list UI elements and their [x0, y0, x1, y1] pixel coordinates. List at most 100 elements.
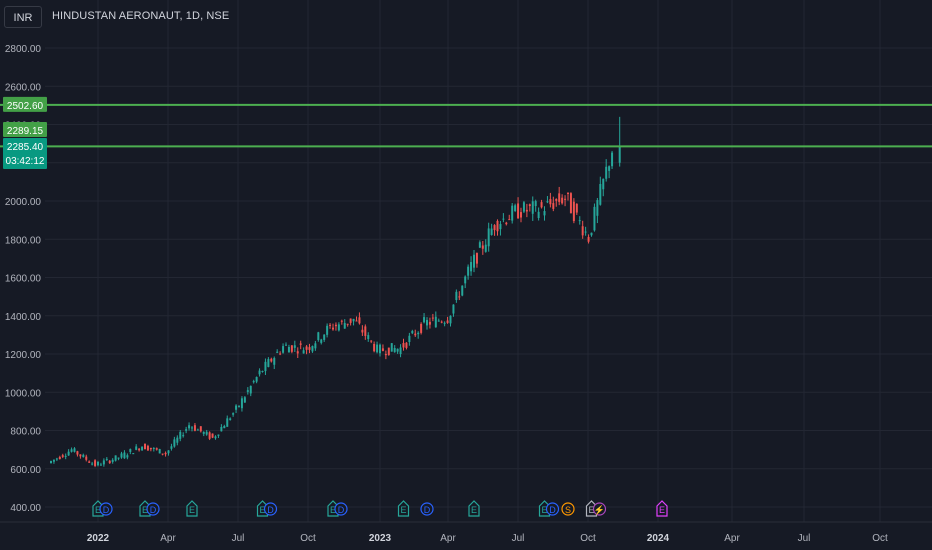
- candle-body: [67, 451, 70, 456]
- candle-body: [129, 449, 132, 452]
- candle-body: [58, 457, 61, 460]
- candle-body: [55, 458, 58, 460]
- candle-body: [217, 434, 220, 436]
- candle-body: [252, 381, 255, 383]
- candle-body: [367, 335, 370, 339]
- candle-body: [414, 333, 417, 336]
- candle-body: [581, 226, 584, 236]
- candle-body: [605, 166, 608, 179]
- event-marker[interactable]: [146, 502, 160, 516]
- candle-body: [417, 332, 420, 335]
- candle-body: [376, 344, 379, 353]
- event-marker[interactable]: [561, 502, 575, 516]
- candle-body: [599, 183, 602, 205]
- candle-body: [346, 323, 349, 325]
- candle-body: [305, 346, 308, 350]
- candle-body: [285, 344, 287, 346]
- candle-body: [578, 220, 581, 222]
- event-marker-label: D: [150, 505, 157, 515]
- candle-body: [249, 385, 252, 394]
- candle-body: [411, 330, 414, 334]
- candle-body: [196, 429, 199, 431]
- candle-body: [220, 426, 223, 432]
- y-tick-label: 1000.00: [5, 388, 42, 399]
- event-marker-label: E: [400, 505, 406, 515]
- event-marker-label: D: [549, 505, 556, 515]
- candle-body: [191, 427, 193, 429]
- candle-body: [61, 455, 64, 457]
- event-marker[interactable]: [99, 502, 113, 516]
- candle-body: [437, 320, 440, 322]
- candle-body: [431, 317, 434, 319]
- candle-body: [508, 219, 511, 221]
- y-tick-label: 2000.00: [5, 197, 42, 208]
- last-price-tag-bg: [3, 138, 47, 169]
- candle-body: [470, 262, 473, 272]
- candle-body: [569, 193, 572, 214]
- candle-body: [185, 429, 188, 431]
- candle-body: [402, 342, 405, 348]
- x-tick-label: Oct: [872, 533, 888, 544]
- candle-body: [343, 323, 346, 329]
- y-tick-label: 1200.00: [5, 350, 42, 361]
- event-marker[interactable]: [545, 502, 560, 516]
- candle-body: [408, 335, 411, 342]
- event-marker-label: E: [330, 505, 336, 515]
- currency-button[interactable]: INR: [4, 6, 42, 28]
- candle-body: [229, 418, 232, 420]
- candle-body: [493, 225, 496, 231]
- candle-body: [99, 464, 102, 466]
- candle-body: [334, 324, 337, 327]
- candle-body: [117, 457, 120, 459]
- candle-body: [176, 437, 179, 443]
- candle-body: [85, 456, 88, 460]
- candle-body: [379, 344, 381, 354]
- event-marker[interactable]: [656, 500, 668, 517]
- candle-body: [70, 449, 73, 452]
- x-tick-label: Oct: [300, 533, 316, 544]
- event-marker[interactable]: [334, 502, 348, 516]
- candle-body: [214, 436, 217, 439]
- event-marker[interactable]: [468, 500, 480, 517]
- candle-body: [132, 453, 135, 455]
- candle-body: [546, 201, 549, 203]
- candle-body: [76, 451, 79, 455]
- candle-body: [426, 320, 428, 326]
- event-marker-label: D: [267, 505, 274, 515]
- candle-body: [423, 317, 426, 323]
- event-marker[interactable]: [263, 502, 278, 516]
- candle-body: [602, 178, 605, 190]
- candle-body: [120, 453, 123, 458]
- event-marker[interactable]: [186, 500, 198, 517]
- candle-body: [199, 426, 202, 432]
- event-marker[interactable]: [397, 500, 410, 517]
- candle-body: [287, 346, 290, 353]
- candle-body: [358, 317, 361, 324]
- candle-body: [161, 453, 164, 455]
- candle-body: [88, 461, 91, 463]
- candle-body: [155, 448, 158, 450]
- candle-body: [238, 405, 240, 407]
- candle-body: [320, 339, 323, 343]
- candle-body: [349, 318, 352, 323]
- candle-body: [352, 318, 355, 322]
- y-tick-label: 1800.00: [5, 235, 42, 246]
- candle-body: [393, 347, 396, 353]
- event-marker[interactable]: [592, 502, 607, 516]
- candle-body: [64, 455, 67, 457]
- y-tick-label: 2800.00: [5, 44, 42, 55]
- event-marker-label: E: [259, 505, 265, 515]
- x-tick-label: Apr: [160, 533, 176, 544]
- candle-body: [405, 342, 408, 348]
- candle-body: [355, 320, 358, 322]
- candle-body: [446, 320, 449, 323]
- candle-body: [94, 460, 97, 466]
- event-marker[interactable]: [420, 502, 434, 516]
- event-marker-label: E: [142, 505, 148, 515]
- x-tick-label: 2022: [87, 533, 110, 544]
- candle-body: [138, 448, 141, 451]
- candle-body: [499, 224, 502, 230]
- candle-body: [552, 203, 555, 209]
